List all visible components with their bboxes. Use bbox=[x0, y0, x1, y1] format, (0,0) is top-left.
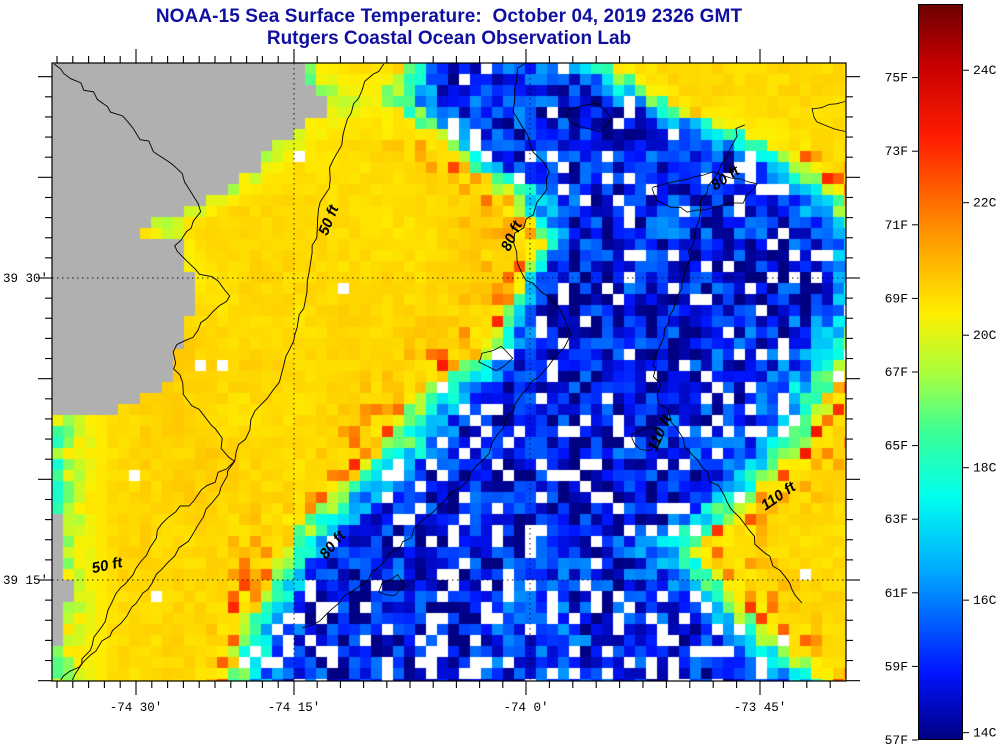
svg-text:59F: 59F bbox=[885, 659, 908, 674]
svg-text:-73 45': -73 45' bbox=[734, 701, 787, 715]
svg-text:57F: 57F bbox=[885, 733, 908, 748]
svg-text:-74 0': -74 0' bbox=[503, 701, 548, 715]
svg-text:61F: 61F bbox=[885, 586, 908, 601]
svg-text:69F: 69F bbox=[885, 291, 908, 306]
svg-text:39 15': 39 15' bbox=[3, 574, 48, 588]
svg-text:-74 15': -74 15' bbox=[268, 701, 321, 715]
svg-text:14C: 14C bbox=[973, 726, 997, 741]
svg-text:-74 30': -74 30' bbox=[110, 701, 163, 715]
svg-text:18C: 18C bbox=[973, 461, 997, 476]
svg-text:20C: 20C bbox=[973, 328, 997, 343]
svg-text:16C: 16C bbox=[973, 593, 997, 608]
svg-text:67F: 67F bbox=[885, 365, 908, 380]
svg-text:24C: 24C bbox=[973, 63, 997, 78]
svg-text:75F: 75F bbox=[885, 71, 908, 86]
svg-text:39 30': 39 30' bbox=[3, 272, 48, 286]
svg-text:65F: 65F bbox=[885, 439, 908, 454]
svg-text:71F: 71F bbox=[885, 218, 908, 233]
svg-text:63F: 63F bbox=[885, 512, 908, 527]
svg-text:22C: 22C bbox=[973, 196, 997, 211]
svg-text:73F: 73F bbox=[885, 144, 908, 159]
